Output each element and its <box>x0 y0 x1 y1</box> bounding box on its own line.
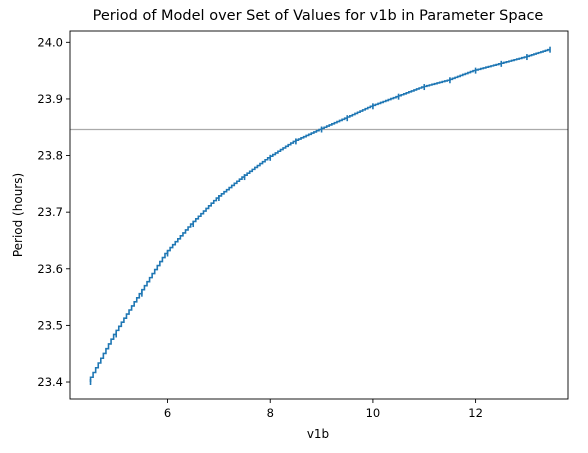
x-tick-label: 6 <box>164 406 171 420</box>
plot-frame <box>69 30 569 400</box>
y-tick-label: 23.5 <box>37 318 63 332</box>
y-tick-label: 23.9 <box>37 92 63 106</box>
y-tick-label: 24.0 <box>37 35 63 49</box>
y-tick-label: 23.6 <box>37 262 63 276</box>
x-axis-label: v1b <box>307 427 329 441</box>
chart-title: Period of Model over Set of Values for v… <box>93 8 544 24</box>
y-tick-label: 23.4 <box>37 375 63 389</box>
y-tick-label: 23.8 <box>37 149 63 163</box>
x-tick-label: 10 <box>366 406 381 420</box>
y-tick-label: 23.7 <box>37 205 63 219</box>
y-axis-label: Period (hours) <box>11 173 25 257</box>
plot-area <box>70 31 568 399</box>
x-tick-label: 8 <box>267 406 274 420</box>
x-tick-label: 12 <box>468 406 483 420</box>
